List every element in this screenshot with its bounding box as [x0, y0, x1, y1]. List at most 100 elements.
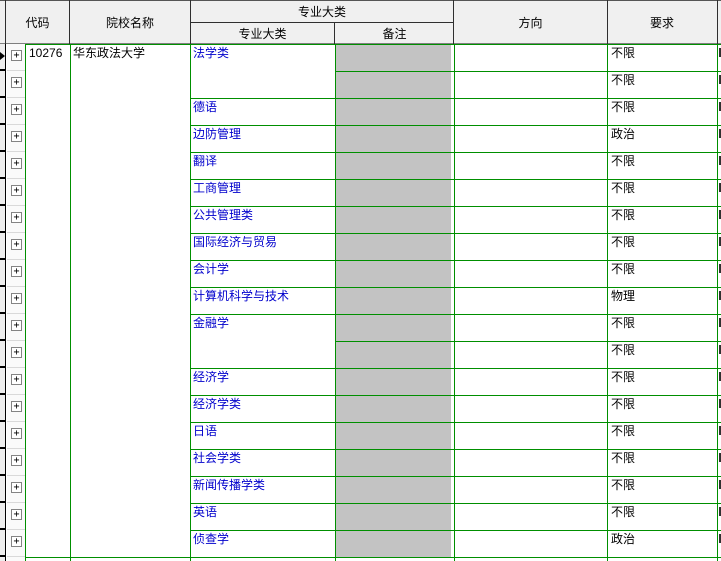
row-selector[interactable]: [0, 395, 5, 422]
requirement-cell[interactable]: 不限: [608, 504, 717, 530]
requirement-cell[interactable]: 不限: [608, 153, 717, 179]
requirement-cell[interactable]: 不限: [608, 45, 717, 71]
plus-icon[interactable]: +: [11, 131, 22, 142]
col-header-remark[interactable]: 备注: [335, 23, 454, 43]
row-selector[interactable]: [0, 71, 5, 98]
plus-icon[interactable]: +: [11, 185, 22, 196]
row-selector[interactable]: [0, 152, 5, 179]
direction-cell[interactable]: [455, 342, 607, 368]
plus-icon[interactable]: +: [11, 77, 22, 88]
major-cell[interactable]: 日语: [191, 423, 334, 449]
row-selector[interactable]: [0, 260, 5, 287]
plus-icon[interactable]: +: [11, 347, 22, 358]
remark-cell[interactable]: [336, 315, 454, 341]
major-cell[interactable]: 经济学: [191, 369, 334, 395]
requirement-cell[interactable]: 不限: [608, 315, 717, 341]
direction-cell[interactable]: [455, 45, 607, 71]
plus-icon[interactable]: +: [11, 158, 22, 169]
requirement-cell[interactable]: 不限: [608, 369, 717, 395]
major-cell[interactable]: 边防管理: [191, 126, 334, 152]
major-cell[interactable]: 经济学类: [191, 396, 334, 422]
row-selector[interactable]: [0, 179, 5, 206]
requirement-cell[interactable]: 不限: [608, 423, 717, 449]
direction-cell[interactable]: [455, 261, 607, 287]
plus-icon[interactable]: +: [11, 50, 22, 61]
row-selector[interactable]: [0, 476, 5, 503]
major-cell[interactable]: 英语: [191, 504, 334, 530]
row-selector[interactable]: [0, 206, 5, 233]
requirement-cell[interactable]: 不限: [608, 99, 717, 125]
direction-cell[interactable]: [455, 288, 607, 314]
major-cell[interactable]: 法学类: [191, 45, 334, 98]
row-selector[interactable]: [0, 368, 5, 395]
row-selector[interactable]: [0, 125, 5, 152]
requirement-cell[interactable]: 不限: [608, 450, 717, 476]
row-selector[interactable]: [0, 422, 5, 449]
plus-icon[interactable]: +: [11, 509, 22, 520]
row-selector[interactable]: [0, 530, 5, 557]
requirement-cell[interactable]: 政治: [608, 531, 717, 557]
remark-cell[interactable]: [336, 477, 454, 503]
remark-cell[interactable]: [336, 126, 454, 152]
direction-cell[interactable]: [455, 126, 607, 152]
remark-cell[interactable]: [336, 180, 454, 206]
requirement-cell[interactable]: 物理: [608, 288, 717, 314]
col-header-school[interactable]: 院校名称: [70, 1, 190, 43]
remark-cell[interactable]: [336, 261, 454, 287]
remark-cell[interactable]: [336, 450, 454, 476]
major-cell[interactable]: 会计学: [191, 261, 334, 287]
direction-cell[interactable]: [455, 477, 607, 503]
major-cell[interactable]: 金融学: [191, 315, 334, 368]
remark-cell[interactable]: [336, 99, 454, 125]
direction-cell[interactable]: [455, 153, 607, 179]
remark-cell[interactable]: [336, 531, 454, 557]
direction-cell[interactable]: [455, 369, 607, 395]
remark-cell[interactable]: [336, 234, 454, 260]
remark-cell[interactable]: [336, 288, 454, 314]
direction-cell[interactable]: [455, 234, 607, 260]
requirement-cell[interactable]: 不限: [608, 261, 717, 287]
school-name-cell[interactable]: 华东政法大学: [73, 46, 146, 60]
plus-icon[interactable]: +: [11, 104, 22, 115]
major-cell[interactable]: 新闻传播学类: [191, 477, 334, 503]
major-cell[interactable]: 公共管理类: [191, 207, 334, 233]
row-selector[interactable]: [0, 287, 5, 314]
row-selector[interactable]: [0, 44, 5, 71]
direction-cell[interactable]: [455, 423, 607, 449]
remark-cell[interactable]: [336, 153, 454, 179]
direction-cell[interactable]: [455, 450, 607, 476]
requirement-cell[interactable]: 不限: [608, 180, 717, 206]
col-header-direction[interactable]: 方向: [454, 1, 607, 43]
direction-cell[interactable]: [455, 396, 607, 422]
col-header-requirement[interactable]: 要求: [607, 1, 717, 43]
direction-cell[interactable]: [455, 72, 607, 98]
major-cell[interactable]: 工商管理: [191, 180, 334, 206]
direction-cell[interactable]: [455, 315, 607, 341]
remark-cell[interactable]: [336, 396, 454, 422]
code-cell[interactable]: 10276: [29, 46, 63, 60]
remark-cell[interactable]: [336, 72, 454, 98]
plus-icon[interactable]: +: [11, 374, 22, 385]
direction-cell[interactable]: [455, 207, 607, 233]
major-cell[interactable]: 计算机科学与技术: [191, 288, 334, 314]
row-selector[interactable]: [0, 233, 5, 260]
major-cell[interactable]: 德语: [191, 99, 334, 125]
plus-icon[interactable]: +: [11, 482, 22, 493]
row-selector[interactable]: [0, 449, 5, 476]
remark-cell[interactable]: [336, 504, 454, 530]
major-cell[interactable]: 侦查学: [191, 531, 334, 557]
col-header-code[interactable]: 代码: [6, 1, 69, 43]
plus-icon[interactable]: +: [11, 293, 22, 304]
col-header-major-group[interactable]: 专业大类: [190, 1, 454, 22]
remark-cell[interactable]: [336, 45, 454, 71]
plus-icon[interactable]: +: [11, 401, 22, 412]
plus-icon[interactable]: +: [11, 239, 22, 250]
plus-icon[interactable]: +: [11, 455, 22, 466]
plus-icon[interactable]: +: [11, 320, 22, 331]
col-header-major[interactable]: 专业大类: [190, 23, 335, 43]
requirement-cell[interactable]: 不限: [608, 207, 717, 233]
plus-icon[interactable]: +: [11, 212, 22, 223]
remark-cell[interactable]: [336, 207, 454, 233]
row-selector[interactable]: [0, 503, 5, 530]
direction-cell[interactable]: [455, 504, 607, 530]
